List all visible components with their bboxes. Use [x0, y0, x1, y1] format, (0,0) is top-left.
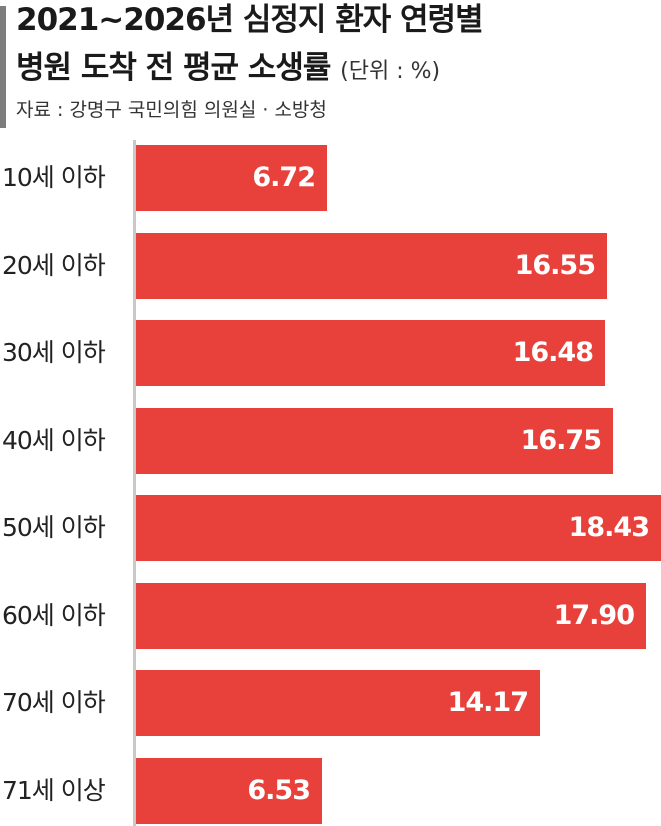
value-label: 16.75 [520, 424, 602, 456]
value-label: 6.72 [252, 162, 316, 193]
bar-row: 40세 이하 16.75 [0, 407, 661, 474]
bar-row: 30세 이하 16.48 [0, 320, 661, 386]
bar [136, 582, 646, 649]
bar-row: 20세 이하 16.55 [0, 232, 661, 299]
bar [136, 670, 540, 736]
category-label: 30세 이하 [2, 338, 106, 367]
source-note: 자료 : 강명구 국민의힘 의원실 · 소방청 [16, 99, 327, 121]
value-label: 6.53 [247, 774, 311, 806]
category-label: 71세 이상 [2, 775, 106, 805]
category-label: 10세 이하 [2, 163, 106, 192]
chart-title-line-1: 2021~2026년 심정지 환자 연령별 [16, 2, 484, 38]
unit-label: (단위 : %) [340, 59, 441, 84]
category-label: 50세 이하 [2, 513, 106, 542]
bar-row: 10세 이하 6.72 [0, 145, 661, 211]
bar [136, 407, 613, 474]
category-label: 70세 이하 [2, 688, 106, 717]
bar-row: 60세 이하 17.90 [0, 582, 661, 649]
chart-title-line-2: 병원 도착 전 평균 소생률 (단위 : %) [16, 50, 440, 90]
bar [136, 145, 327, 211]
value-label: 16.48 [512, 337, 594, 368]
chart-title-line-2-text: 병원 도착 전 평균 소생률 [16, 50, 331, 86]
bar-row: 71세 이상 6.53 [0, 757, 661, 824]
category-label: 20세 이하 [2, 250, 106, 280]
category-label: 40세 이하 [2, 425, 106, 455]
title-accent-bar [0, 6, 6, 128]
value-label: 18.43 [568, 512, 650, 543]
category-axis-line [133, 140, 136, 826]
bar [136, 495, 661, 561]
bar-chart: 10세 이하 6.72 20세 이하 16.55 30세 이하 16.48 40세 이하 16… [0, 140, 661, 826]
category-label: 60세 이하 [2, 600, 106, 630]
bar-row: 70세 이하 14.17 [0, 670, 661, 736]
bar-row: 50세 이하 18.43 [0, 495, 661, 561]
bar [136, 320, 605, 386]
value-label: 17.90 [553, 599, 635, 631]
bar [136, 757, 322, 824]
value-label: 14.17 [447, 687, 529, 718]
value-label: 16.55 [514, 249, 596, 281]
bar [136, 232, 607, 299]
